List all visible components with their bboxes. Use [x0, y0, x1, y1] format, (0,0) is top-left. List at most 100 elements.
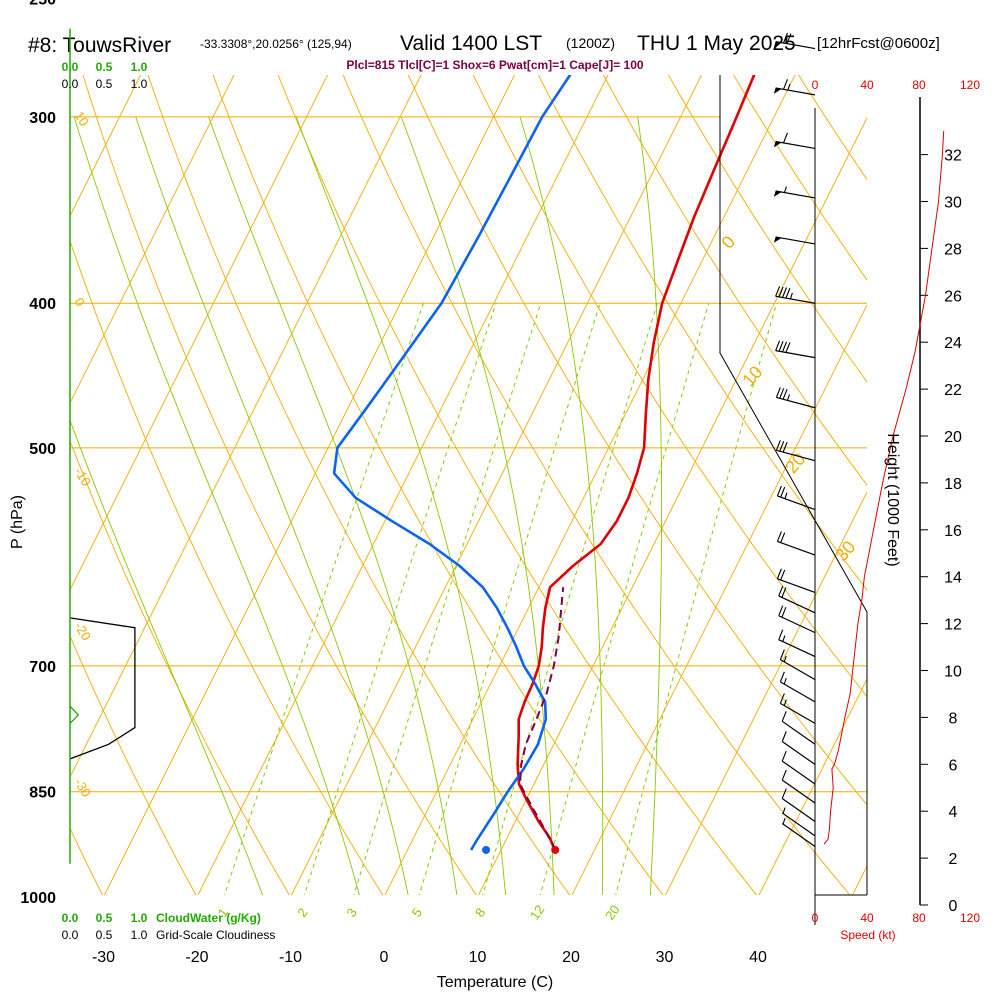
- chart-title-forecast: [12hrFcst@0600z]: [817, 35, 940, 52]
- mixing-ratio-line: [539, 303, 710, 895]
- cloud-cover-bottom-2: 1.0: [131, 928, 148, 942]
- moist-adiabat: [295, 116, 507, 895]
- dry-adiabat-label: 30: [831, 537, 859, 565]
- height-tick-label: 30: [944, 195, 962, 212]
- pressure-tick-label: 500: [29, 441, 56, 458]
- wind-speed-line: [823, 131, 945, 845]
- temperature-tick-label: -10: [279, 949, 302, 966]
- wind-barb: [781, 769, 816, 804]
- dry-adiabat: [82, 75, 477, 895]
- isotherm: [384, 75, 796, 895]
- wind-barb: [773, 79, 816, 96]
- series-dewpoint-line: [332, 75, 572, 851]
- wind-barb: [779, 693, 816, 724]
- isotherm: [70, 75, 329, 592]
- wind-barb: [775, 286, 816, 304]
- moist-adiabat: [208, 116, 458, 895]
- cloud-cover-line: [69, 617, 136, 760]
- wind-barb: [779, 649, 816, 681]
- mixing-ratio-line: [482, 303, 658, 895]
- mixing-ratio-line: [615, 303, 777, 895]
- isotherm: [197, 75, 609, 895]
- chart-title-date: THU 1 May 2025: [637, 32, 796, 55]
- chart-title-valid: Valid 1400 LST: [400, 32, 542, 55]
- cloud-profiles: [69, 28, 136, 864]
- isotherm: [758, 677, 867, 895]
- height-tick-label: 0: [949, 898, 958, 915]
- cloud-cover-bottom-0: 0.0: [62, 928, 79, 942]
- speed-top-0: 0: [812, 78, 819, 92]
- mixing-ratio-label: 20: [602, 902, 623, 922]
- temperature-tick-label: 10: [469, 949, 487, 966]
- wind-barb: [781, 788, 816, 822]
- height-tick-label: 24: [944, 335, 962, 352]
- height-tick-label: 2: [949, 851, 958, 868]
- surface-dewpoint-point: [482, 845, 491, 854]
- dry-adiabat: [70, 439, 290, 895]
- temperature-tick-label: 0: [380, 949, 389, 966]
- isotherm-label: 0: [71, 295, 88, 309]
- dry-adiabat: [407, 75, 867, 806]
- speed-scale: 0 40 80 120 0 40 80 120 Speed (kt): [812, 78, 981, 942]
- speed-bottom-1: 40: [860, 911, 874, 925]
- wind-barb: [775, 440, 816, 462]
- wind-barb: [773, 186, 816, 199]
- pressure-tick-label: 700: [29, 659, 56, 676]
- height-tick-label: 12: [944, 617, 962, 634]
- wind-barb: [776, 485, 816, 511]
- temperature-tick-label: -20: [185, 949, 208, 966]
- height-tick-label: 32: [944, 148, 962, 165]
- dry-adiabat: [212, 75, 664, 895]
- wind-barb: [773, 236, 816, 245]
- isotherm: [70, 75, 235, 405]
- isotherm-label: -10: [71, 465, 94, 489]
- mixing-ratio-line: [353, 303, 542, 895]
- height-tick-label: 14: [944, 570, 962, 587]
- cloud-water-top-2: 1.0: [131, 60, 148, 74]
- dry-adiabat: [667, 75, 867, 383]
- moist-adiabat: [637, 116, 663, 895]
- temperature-tick-label: 30: [656, 949, 674, 966]
- data-series: [332, 75, 756, 854]
- x-axis-label: Temperature (C): [437, 974, 553, 991]
- chart-title-coords: -33.3308°,20.0256° (125,94): [200, 37, 352, 51]
- height-tick-label: 26: [944, 288, 962, 305]
- isotherm: [571, 303, 867, 895]
- moist-adiabat: [519, 116, 604, 895]
- speed-bottom-3: 120: [960, 911, 980, 925]
- wind-barb: [773, 132, 816, 150]
- dry-adiabat: [733, 75, 867, 281]
- cloud-cover-bottom-1: 0.5: [96, 928, 113, 942]
- isotherm: [851, 864, 867, 895]
- dry-adiabat: [70, 239, 384, 895]
- height-tick-label: 10: [944, 664, 962, 681]
- moist-adiabat: [400, 116, 555, 895]
- cloud-cover-bottom-label: Grid-Scale Cloudiness: [156, 928, 275, 942]
- dry-adiabat: [472, 75, 867, 698]
- wind-barb: [776, 531, 816, 556]
- mixing-ratio-label: 2: [294, 905, 310, 920]
- pressure-tick-label: 850: [29, 785, 56, 802]
- height-tick-label: 20: [944, 429, 962, 446]
- isotherm-label: -20: [71, 619, 94, 643]
- temperature-tick-label: 20: [562, 949, 580, 966]
- plot-boundary: [719, 75, 868, 895]
- wind-barb: [781, 750, 816, 785]
- dry-adiabat: [342, 75, 851, 895]
- isotherm-label: -30: [71, 776, 94, 800]
- height-tick-label: 22: [944, 382, 962, 399]
- isotherm: [70, 75, 142, 218]
- cloud-cover-top-2: 1.0: [131, 77, 148, 91]
- height-tick-label: 4: [949, 804, 958, 821]
- cloud-water-line: [69, 705, 80, 724]
- wind-barb: [781, 817, 816, 847]
- mixing-ratio-label: 3: [344, 905, 360, 920]
- speed-bottom-0: 0: [812, 911, 819, 925]
- pressure-tick-label: 250: [29, 0, 56, 9]
- cloud-cover-top-0: 0.0: [62, 77, 79, 91]
- speed-top-2: 80: [912, 78, 926, 92]
- plot-frame: [719, 75, 921, 925]
- temperature-tick-label: 40: [749, 949, 767, 966]
